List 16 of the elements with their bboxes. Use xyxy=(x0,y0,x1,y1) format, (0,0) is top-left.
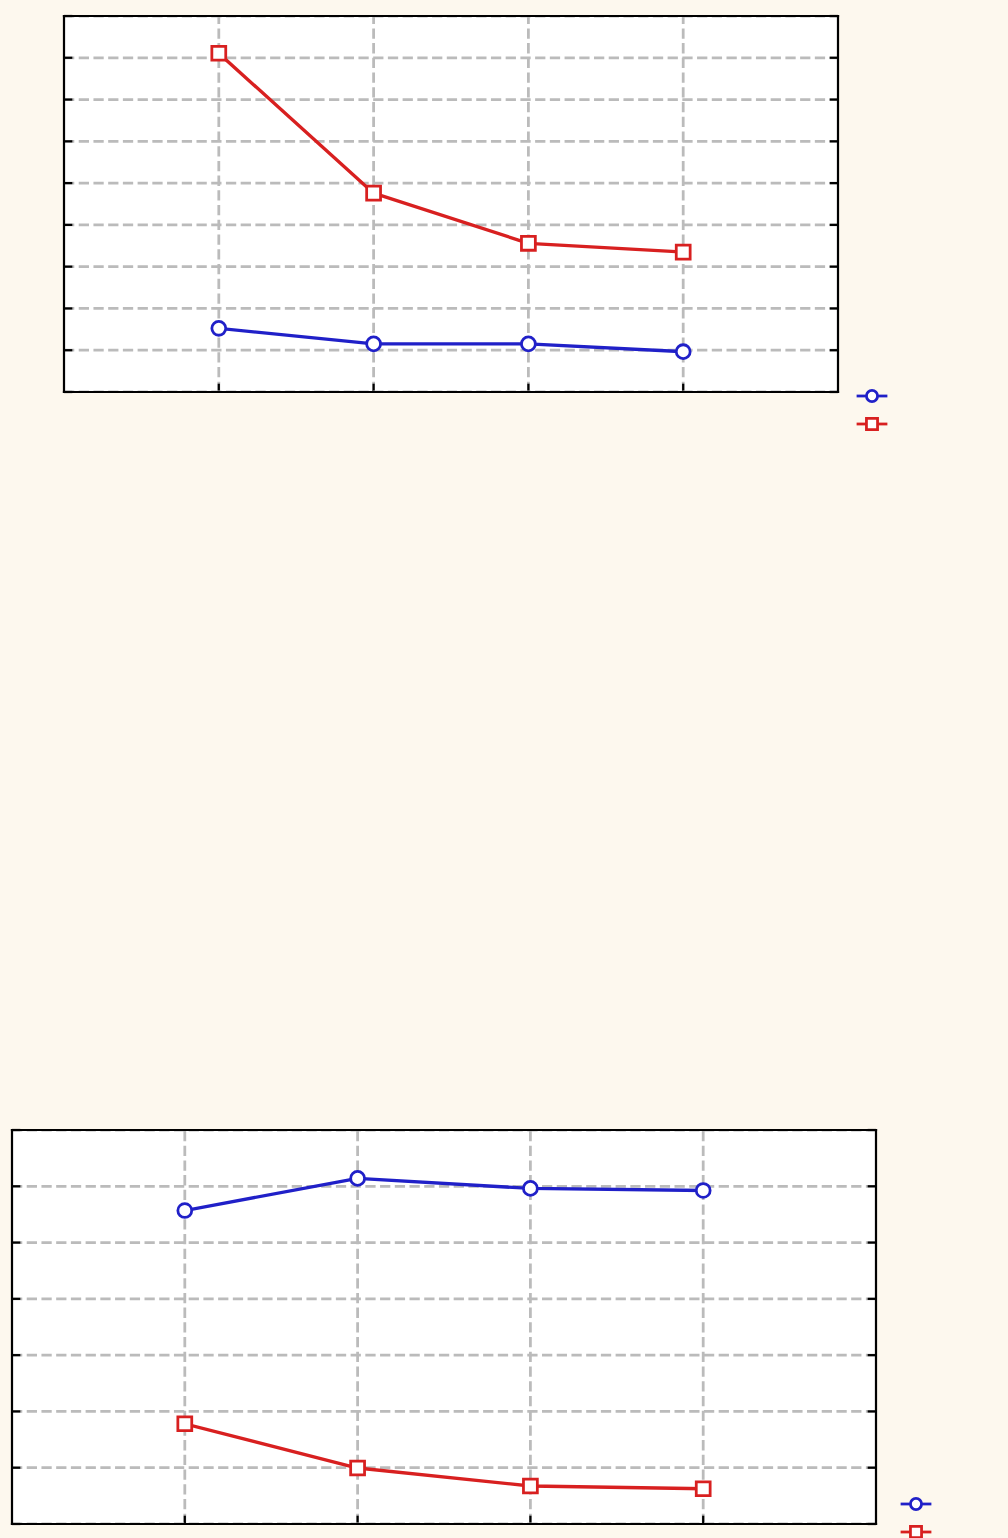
point xyxy=(365,335,382,353)
point xyxy=(520,335,537,353)
point xyxy=(176,1202,194,1219)
point xyxy=(674,343,692,361)
point xyxy=(694,1480,712,1498)
point xyxy=(694,1182,712,1199)
point xyxy=(176,1415,194,1433)
point xyxy=(520,234,537,252)
point xyxy=(210,44,228,62)
point xyxy=(210,319,228,337)
point xyxy=(349,1170,366,1187)
point xyxy=(365,184,382,202)
point xyxy=(522,1180,539,1197)
point xyxy=(522,1477,539,1495)
point xyxy=(674,243,692,261)
point xyxy=(349,1459,366,1477)
